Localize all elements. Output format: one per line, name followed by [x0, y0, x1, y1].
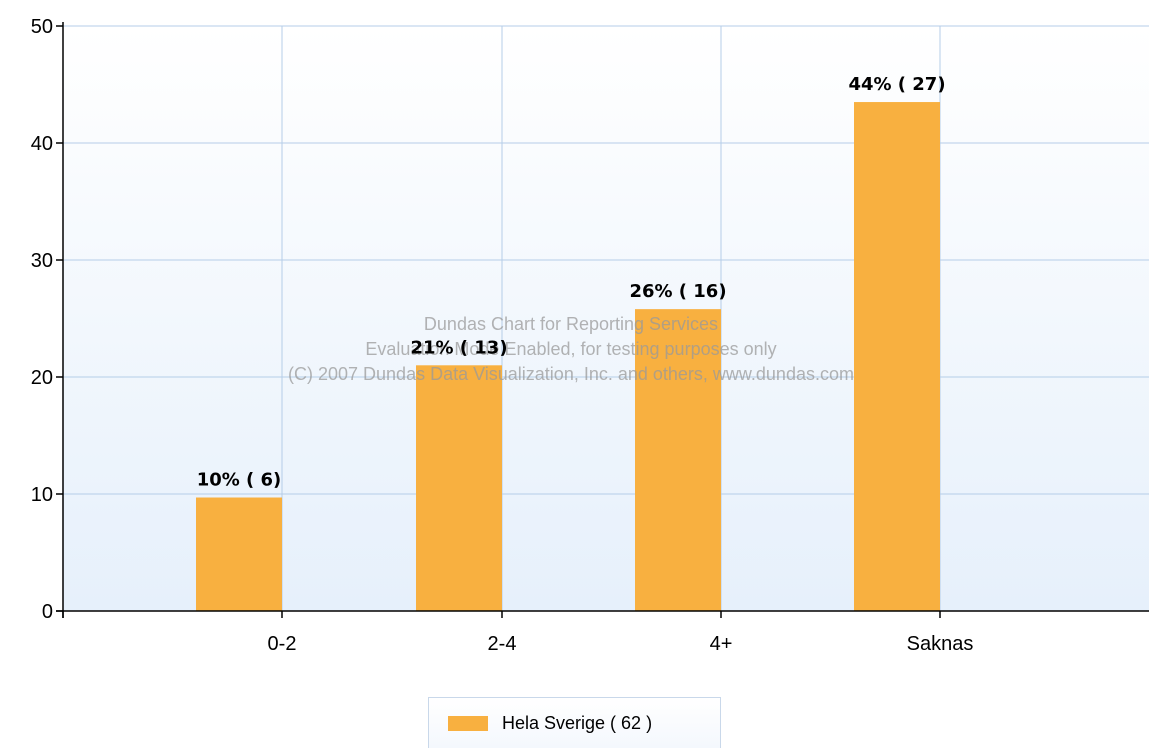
y-tick-label: 50 — [31, 16, 53, 38]
x-tick-label: 4+ — [710, 633, 733, 655]
data-labels: 10% ( 6) 21% ( 13) 26% ( 16) 44% ( 27) — [197, 74, 946, 490]
watermark-line: Evaluation Mode Enabled, for testing pur… — [365, 339, 776, 359]
watermark: Dundas Chart for Reporting Services Evalu… — [288, 314, 854, 384]
legend-label: Hela Sverige ( 62 ) — [502, 712, 653, 733]
data-label: 26% ( 16) — [629, 281, 726, 302]
legend: Hela Sverige ( 62 ) — [428, 697, 721, 748]
y-tick-label: 40 — [31, 133, 53, 155]
x-tick-label: 0-2 — [268, 633, 297, 655]
legend-swatch — [448, 715, 488, 731]
data-label: 44% ( 27) — [848, 74, 945, 95]
watermark-line: (C) 2007 Dundas Data Visualization, Inc.… — [288, 364, 854, 384]
bar-0-2 — [196, 497, 282, 611]
x-tick-label: 2-4 — [488, 633, 517, 655]
bar-2-4 — [416, 365, 502, 611]
bar-4+ — [635, 309, 721, 611]
bar-saknas — [854, 102, 940, 612]
y-tick-label: 20 — [31, 367, 53, 389]
y-tick-label: 0 — [42, 601, 53, 623]
data-label: 10% ( 6) — [197, 470, 282, 491]
data-label: 21% ( 13) — [410, 337, 507, 358]
y-tick-label: 30 — [31, 250, 53, 272]
x-tick-label: Saknas — [907, 633, 974, 655]
watermark-line: Dundas Chart for Reporting Services — [424, 314, 718, 334]
y-tick-label: 10 — [31, 484, 53, 506]
axes: 0 10 20 30 40 50 0-2 2-4 4+ Saknas — [31, 16, 1149, 655]
bars — [196, 102, 940, 612]
